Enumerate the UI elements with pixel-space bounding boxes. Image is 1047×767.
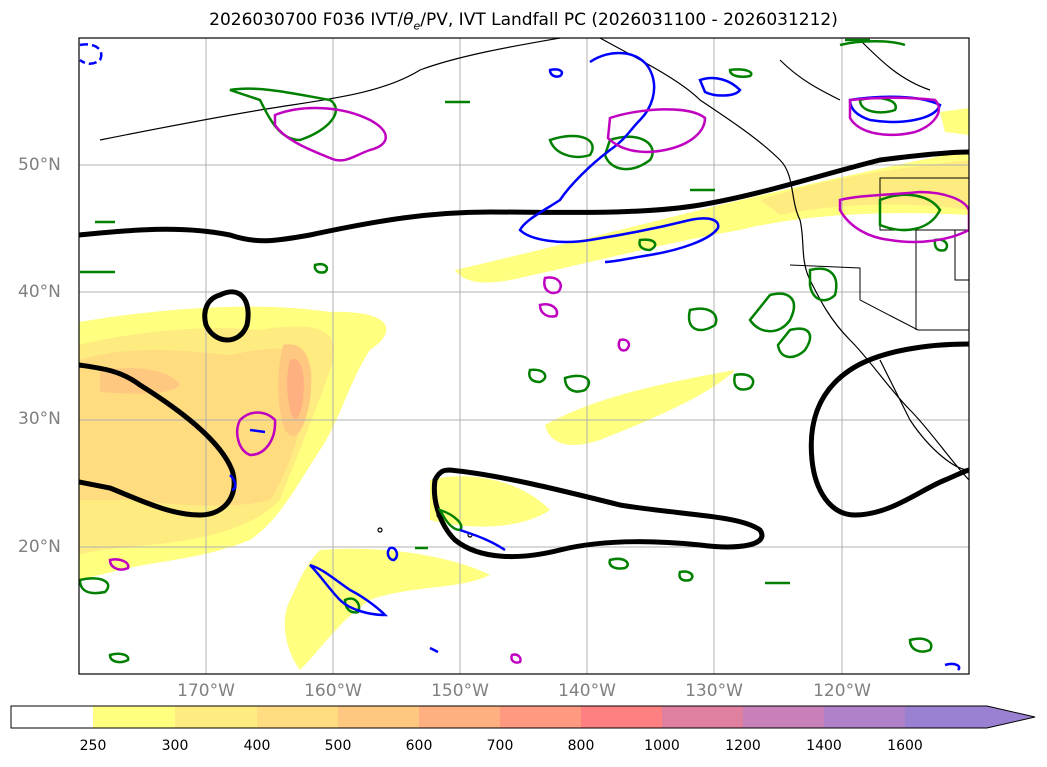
colorbar-label: 300	[161, 738, 189, 754]
colorbar-bin	[824, 706, 905, 728]
colorbar-bin	[419, 706, 500, 728]
colorbar-bin	[175, 706, 257, 728]
colorbar-bin	[338, 706, 419, 728]
lon-label-130w: 130°W	[685, 681, 743, 701]
lon-label-160w: 160°W	[304, 681, 362, 701]
pc-contours	[79, 149, 969, 559]
colorbar-label: 400	[243, 738, 271, 754]
colorbar-label: 800	[567, 738, 595, 754]
figure-title: 2026030700 F036 IVT/θe/PV, IVT Landfall …	[0, 10, 1047, 32]
colorbar-label: 250	[79, 738, 107, 754]
colorbar-extend-arrow	[987, 706, 1035, 728]
colorbar-label: 600	[405, 738, 433, 754]
colorbar-bin	[581, 706, 662, 728]
lat-label-50n: 50°N	[18, 155, 61, 175]
lon-label-120w: 120°W	[813, 681, 871, 701]
title-prefix: 2026030700 F036 IVT/	[209, 10, 404, 30]
lat-label-20n: 20°N	[18, 537, 61, 557]
colorbar	[10, 705, 1036, 729]
lat-label-40n: 40°N	[18, 282, 61, 302]
colorbar-label: 1400	[806, 738, 842, 754]
colorbar-label: 1000	[644, 738, 680, 754]
colorbar-label: 500	[324, 738, 352, 754]
title-theta-sub: e	[413, 19, 421, 33]
lon-label-150w: 150°W	[431, 681, 489, 701]
colorbar-label: 1200	[725, 738, 761, 754]
colorbar-bin	[93, 706, 175, 728]
colorbar-bin	[11, 706, 93, 728]
colorbar-bin	[662, 706, 743, 728]
title-theta: θ	[403, 10, 414, 30]
title-suffix: /PV, IVT Landfall PC (2026031100 - 20260…	[420, 10, 838, 30]
colorbar-label: 700	[486, 738, 514, 754]
lon-label-170w: 170°W	[177, 681, 235, 701]
colorbar-bin	[743, 706, 824, 728]
colorbar-bin	[257, 706, 338, 728]
colorbar-bin	[905, 706, 987, 728]
colorbar-label: 1600	[887, 738, 923, 754]
lat-label-30n: 30°N	[18, 409, 61, 429]
map-border	[78, 37, 970, 675]
lon-label-140w: 140°W	[558, 681, 616, 701]
pv-contours	[79, 38, 949, 664]
colorbar-bin	[500, 706, 581, 728]
